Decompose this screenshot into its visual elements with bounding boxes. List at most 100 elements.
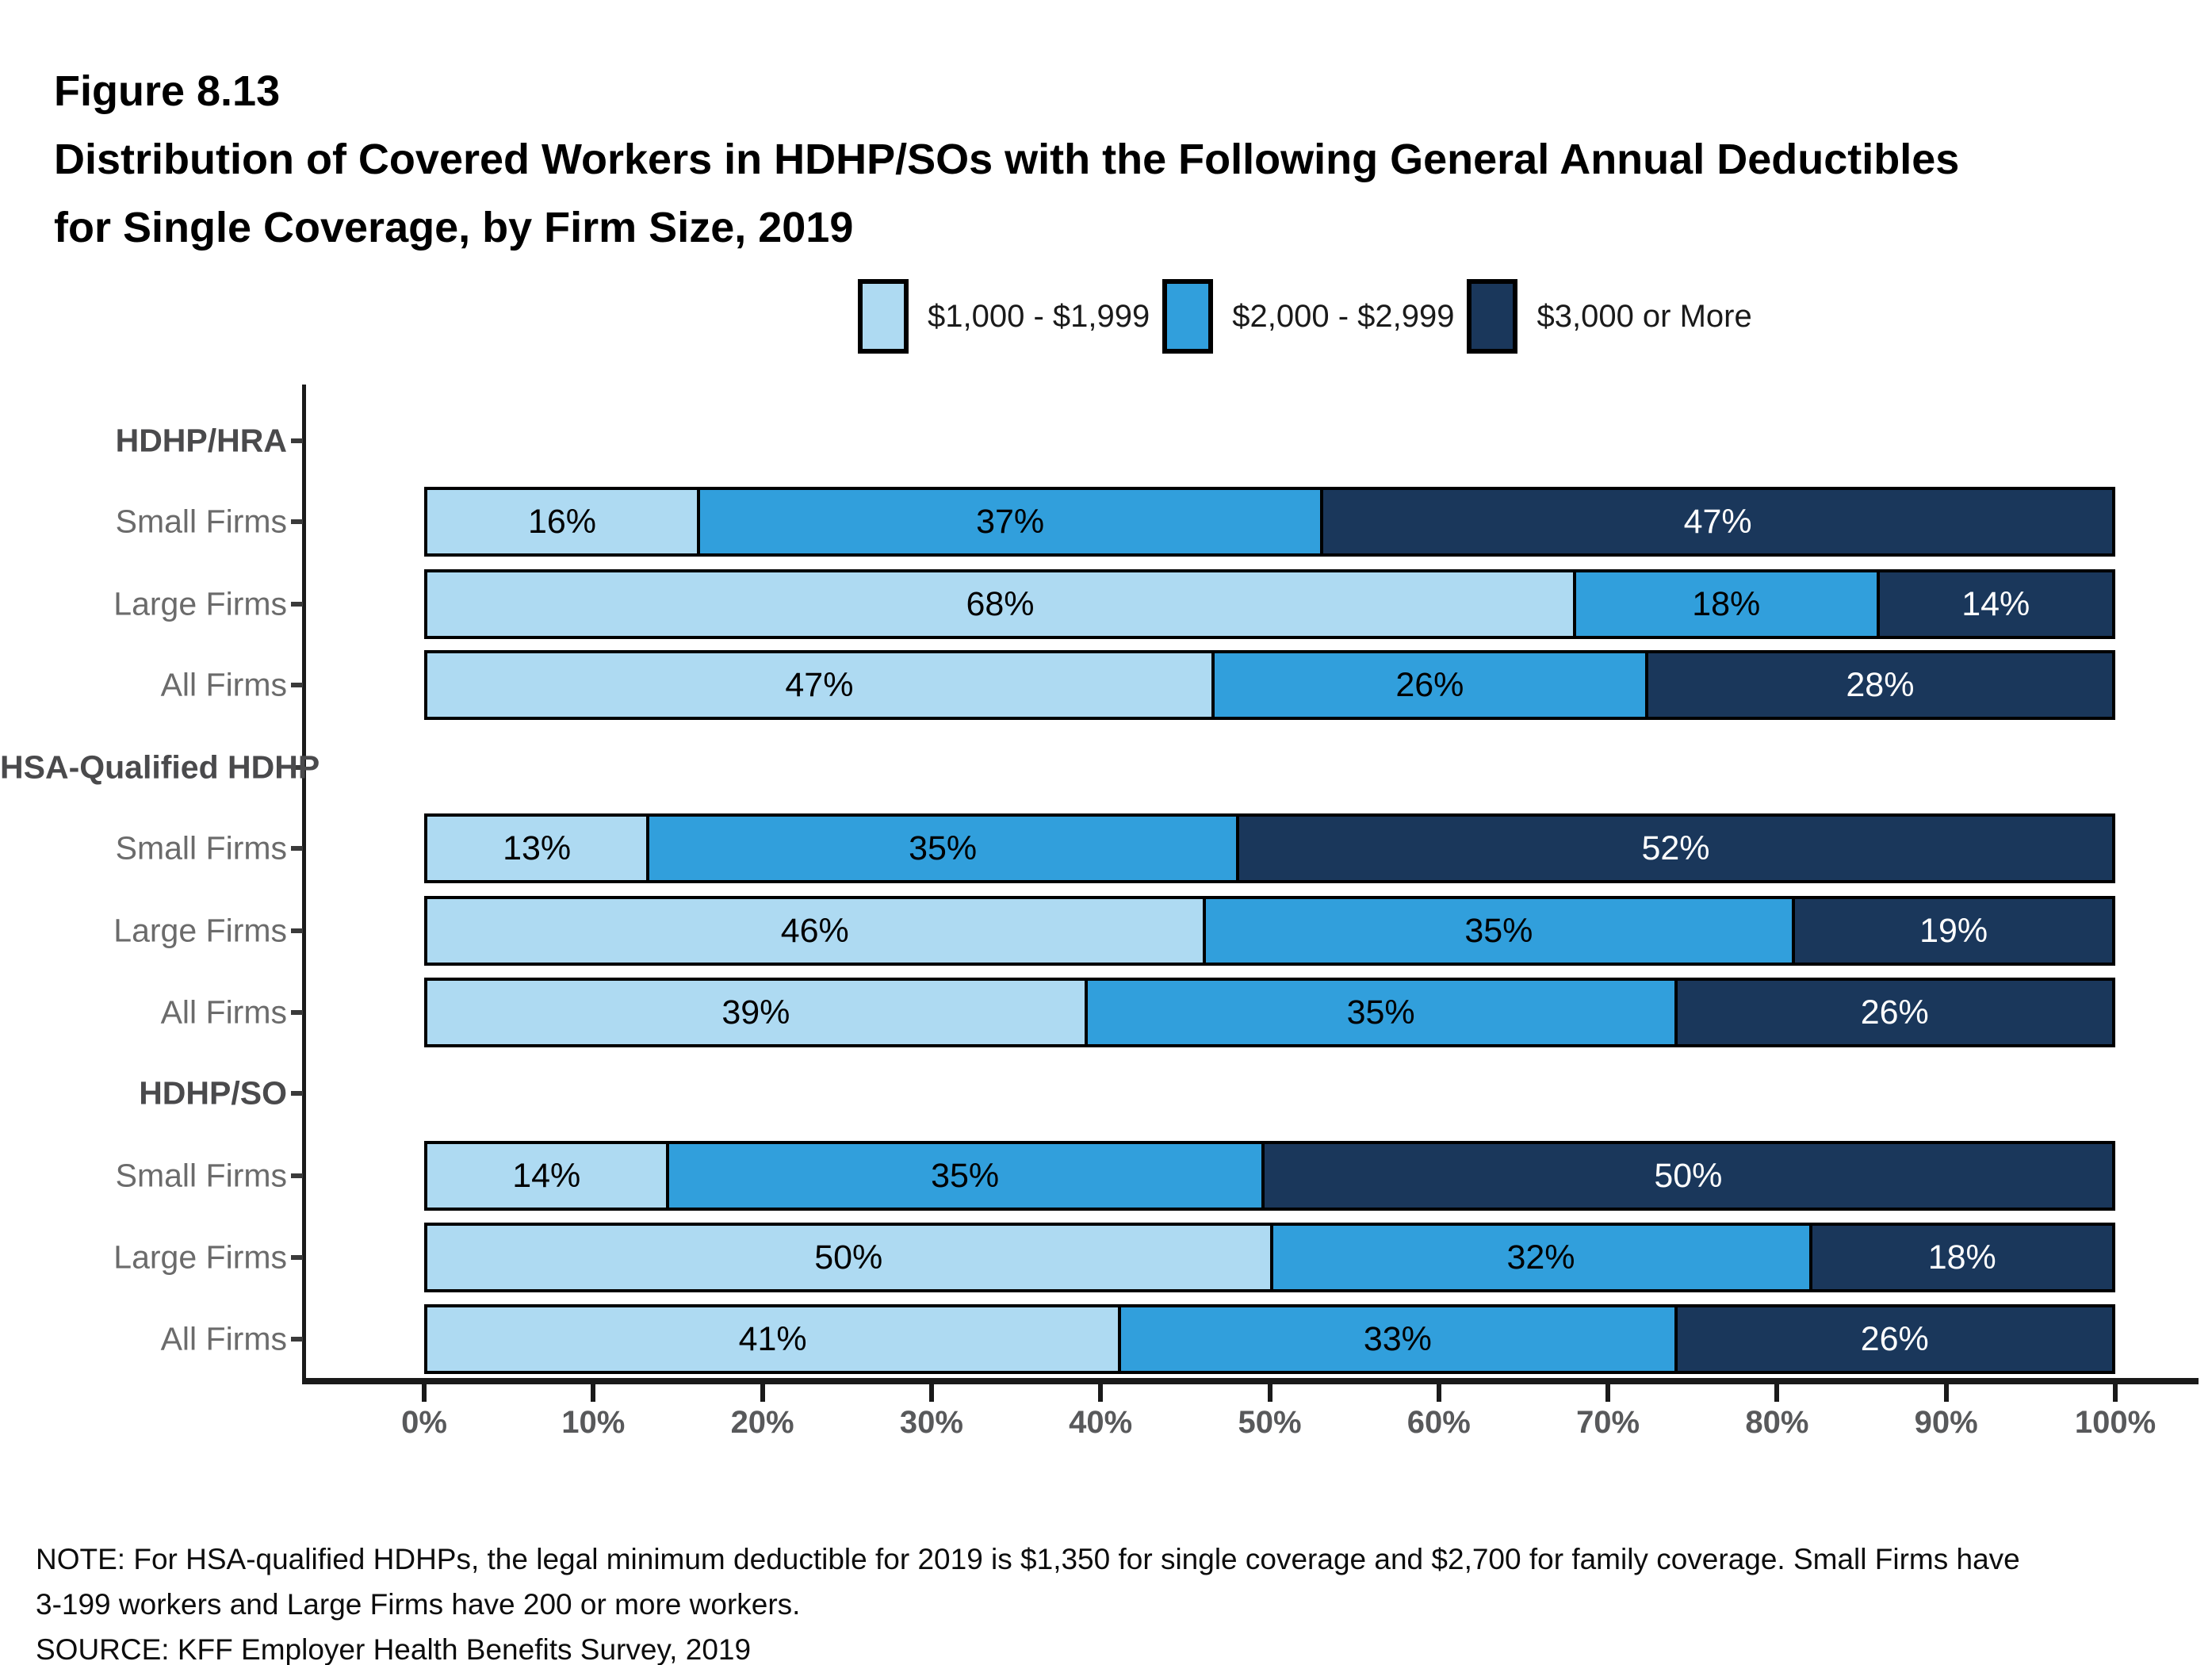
x-tick-label: 30% (899, 1405, 963, 1440)
bar-segment: 32% (1269, 1226, 1809, 1289)
x-tick (1436, 1384, 1441, 1402)
bar-segment: 33% (1118, 1307, 1674, 1371)
bar-value-label: 18% (1927, 1238, 1996, 1276)
x-tick (1943, 1384, 1949, 1402)
y-axis-line (302, 385, 306, 1382)
x-tick-label: 40% (1069, 1405, 1133, 1440)
bar-value-label: 47% (785, 665, 854, 704)
bar-value-label: 35% (1346, 993, 1415, 1032)
row-label: Large Firms (113, 585, 287, 622)
y-tick (291, 438, 303, 443)
bar-value-label: 37% (976, 502, 1045, 541)
bar-segment: 47% (1320, 490, 2112, 553)
bar-value-label: 18% (1692, 584, 1761, 623)
y-tick (291, 1010, 303, 1015)
footnote-line-2: 3-199 workers and Large Firms have 200 o… (36, 1588, 801, 1621)
legend-swatch-2 (1162, 279, 1214, 354)
group-label: HDHP/HRA (115, 422, 287, 459)
y-tick (291, 1255, 303, 1260)
bar-value-label: 32% (1506, 1238, 1575, 1276)
bar-value-label: 35% (909, 829, 978, 867)
bar-segment: 35% (646, 817, 1236, 880)
bar-value-label: 28% (1846, 665, 1915, 704)
x-tick (422, 1384, 427, 1402)
bar-value-label: 26% (1860, 1319, 1929, 1358)
bar-segment: 18% (1808, 1226, 2112, 1289)
bar-segment: 47% (427, 653, 1211, 717)
bar-segment: 50% (1261, 1144, 2112, 1208)
legend-label: $1,000 - $1,999 (928, 298, 1150, 334)
bar-segment: 19% (1792, 899, 2112, 963)
x-tick (591, 1384, 596, 1402)
row-label: Large Firms (113, 1238, 287, 1276)
legend-item: $2,000 - $2,999 (1162, 279, 1454, 354)
bar-segment: 35% (1202, 899, 1793, 963)
bar-value-label: 39% (721, 993, 790, 1032)
x-tick (760, 1384, 765, 1402)
bar-segment: 26% (1674, 1307, 2112, 1371)
bar-row: 13% 35% 52% (424, 813, 2115, 883)
x-tick (1605, 1384, 1611, 1402)
bar-segment: 35% (1084, 981, 1674, 1044)
row-label: Small Firms (115, 503, 287, 540)
bar-value-label: 41% (738, 1319, 807, 1358)
figure-title-line-1: Distribution of Covered Workers in HDHP/… (54, 136, 1960, 183)
x-tick-label: 50% (1238, 1405, 1302, 1440)
y-tick (291, 928, 303, 933)
bar-segment: 26% (1674, 981, 2112, 1044)
bar-value-label: 26% (1860, 993, 1929, 1032)
legend-swatch-3 (1467, 279, 1518, 354)
bar-value-label: 47% (1683, 502, 1752, 541)
bar-segment: 26% (1211, 653, 1645, 717)
bar-row: 47% 26% 28% (424, 650, 2115, 720)
bar-value-label: 13% (503, 829, 572, 867)
bar-segment: 35% (665, 1144, 1261, 1208)
x-tick (2113, 1384, 2118, 1402)
x-tick (1267, 1384, 1272, 1402)
legend-item: $3,000 or More (1467, 279, 1752, 354)
bar-value-label: 19% (1919, 911, 1988, 950)
x-axis-line (302, 1378, 2199, 1384)
bar-segment: 39% (427, 981, 1085, 1044)
bar-value-label: 68% (966, 584, 1035, 623)
bar-value-label: 26% (1395, 665, 1464, 704)
bar-value-label: 33% (1363, 1319, 1432, 1358)
bar-row: 39% 35% 26% (424, 978, 2115, 1047)
bar-segment: 13% (427, 817, 647, 880)
bar-segment: 18% (1573, 572, 1877, 636)
bar-row: 50% 32% 18% (424, 1223, 2115, 1292)
y-tick (291, 846, 303, 851)
bar-row: 46% 35% 19% (424, 896, 2115, 966)
y-tick (291, 1173, 303, 1178)
legend-item: $1,000 - $1,999 (858, 279, 1150, 354)
bar-row: 16% 37% 47% (424, 487, 2115, 557)
bar-segment: 68% (427, 572, 1573, 636)
x-tick-label: 80% (1745, 1405, 1809, 1440)
bar-value-label: 52% (1641, 829, 1710, 867)
bar-value-label: 35% (1464, 911, 1533, 950)
x-tick-label: 70% (1576, 1405, 1640, 1440)
bar-segment: 46% (427, 899, 1203, 963)
bar-value-label: 50% (1654, 1156, 1723, 1195)
x-tick-label: 10% (561, 1405, 626, 1440)
bar-value-label: 50% (814, 1238, 883, 1276)
figure-number: Figure 8.13 (54, 67, 281, 115)
bar-value-label: 35% (931, 1156, 1000, 1195)
row-label: All Firms (160, 666, 287, 703)
bar-segment: 50% (427, 1226, 1270, 1289)
group-label: HSA-Qualified HDHP (0, 748, 320, 786)
source-line: SOURCE: KFF Employer Health Benefits Sur… (36, 1633, 752, 1665)
legend-label: $2,000 - $2,999 (1232, 298, 1455, 334)
figure-title-line-2: for Single Coverage, by Firm Size, 2019 (54, 204, 854, 251)
bar-segment: 52% (1236, 817, 2112, 880)
y-tick (291, 683, 303, 687)
bar-row: 68% 18% 14% (424, 569, 2115, 639)
y-tick (291, 1337, 303, 1342)
row-label: Small Firms (115, 829, 287, 867)
bar-segment: 14% (427, 1144, 666, 1208)
legend-swatch-1 (858, 279, 909, 354)
x-tick-label: 60% (1406, 1405, 1471, 1440)
x-tick (1098, 1384, 1104, 1402)
footnote-line-1: NOTE: For HSA-qualified HDHPs, the legal… (36, 1543, 2020, 1575)
